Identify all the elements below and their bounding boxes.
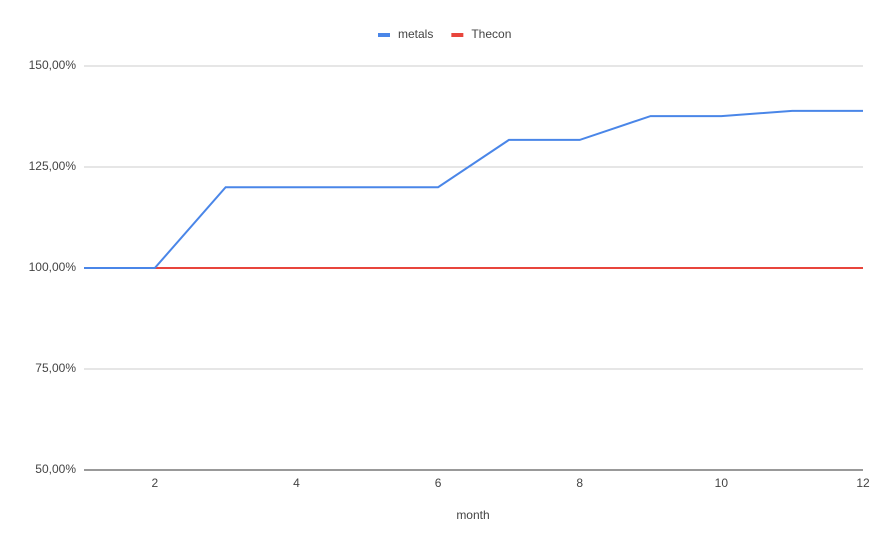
y-tick-label: 100,00%: [29, 260, 77, 274]
legend-label: Thecon: [471, 27, 511, 41]
x-tick-label: 2: [151, 476, 158, 490]
series-line: [84, 109, 863, 269]
y-tick-label: 50,00%: [35, 462, 76, 476]
x-axis-label: month: [456, 508, 489, 522]
x-tick-label: 10: [715, 476, 729, 490]
legend-label: metals: [398, 27, 433, 41]
x-tick-label: 4: [293, 476, 300, 490]
x-tick-label: 12: [856, 476, 870, 490]
x-tick-label: 8: [576, 476, 583, 490]
y-tick-label: 125,00%: [29, 159, 77, 173]
y-tick-label: 75,00%: [35, 361, 76, 375]
y-tick-label: 150,00%: [29, 58, 77, 72]
x-tick-label: 6: [435, 476, 442, 490]
